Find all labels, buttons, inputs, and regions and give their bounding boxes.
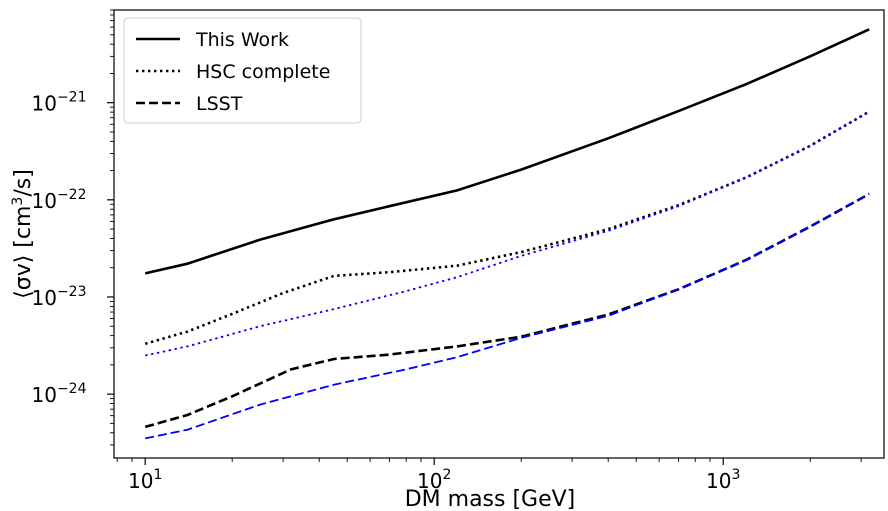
- series-line-1: [144, 110, 870, 346]
- y-tick-label-2: 10−22: [32, 187, 87, 213]
- series-line-3: [144, 192, 870, 429]
- series-line-0: [144, 28, 870, 275]
- legend-label-hsc-complete: HSC complete: [196, 61, 330, 83]
- x-tick-label-0: 101: [128, 467, 162, 493]
- x-tick-label-2: 103: [706, 467, 740, 493]
- legend-box: [123, 17, 362, 124]
- x-axis-label: DM mass [GeV]: [405, 487, 576, 511]
- y-tick-label-0: 10−24: [32, 381, 87, 407]
- y-tick-label-1: 10−23: [32, 284, 87, 310]
- ticks-layer: 101 102 103 10−24 10−23 10−22 10−21: [32, 9, 862, 493]
- series-line-4: [145, 193, 870, 440]
- series-layer: [144, 28, 870, 440]
- x-tick-label-1: 102: [417, 467, 451, 493]
- series-line-2: [145, 110, 870, 357]
- legend-label-lsst: LSST: [196, 93, 243, 115]
- plot-frame: [113, 9, 885, 459]
- legend: This Work HSC complete LSST: [123, 17, 362, 124]
- y-axis-label: ⟨σv⟩ [cm3/s]: [10, 169, 36, 299]
- legend-label-this-work: This Work: [195, 29, 289, 51]
- y-tick-label-3: 10−21: [32, 90, 87, 116]
